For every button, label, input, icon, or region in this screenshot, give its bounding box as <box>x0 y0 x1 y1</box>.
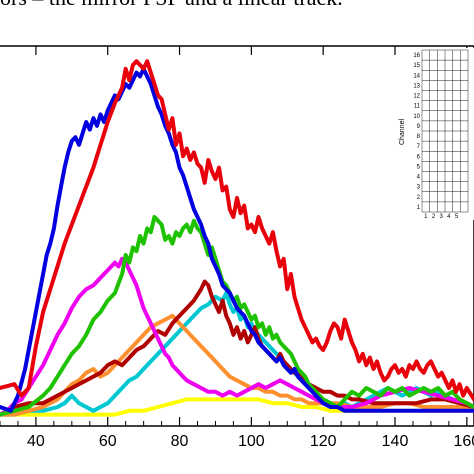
series-layer <box>0 59 474 417</box>
inset-y-tick-label: 1 <box>417 205 421 211</box>
x-tick-label: 100 <box>238 433 265 450</box>
x-tick-label: 160 <box>453 433 474 450</box>
inset-y-tick-label: 7 <box>417 144 421 150</box>
inset-y-tick-label: 8 <box>417 134 421 140</box>
x-tick-label: 40 <box>27 433 45 450</box>
inset-y-tick-label: 14 <box>413 73 420 79</box>
caption: ors – the mirror PSF and a linear track. <box>0 0 474 40</box>
plot-frame <box>0 45 474 427</box>
inset-y-tick-label: 2 <box>417 195 421 201</box>
inset-y-axis-label: Channel <box>399 119 406 146</box>
caption-text: ors – the mirror PSF and a linear track. <box>0 0 343 11</box>
x-tick-label: 120 <box>310 433 337 450</box>
series-line-5 <box>0 279 474 417</box>
x-axis: 40 60 80 100 120 140 160 <box>0 46 474 450</box>
series-line-1 <box>0 59 474 402</box>
inset-y-tick-label: 4 <box>417 175 421 181</box>
inset-x-tick-label: 2 <box>432 214 436 220</box>
inset-x-tick-label: 5 <box>455 214 459 220</box>
x-tick-label: 80 <box>171 433 189 450</box>
inset-x-tick-label: 1 <box>424 214 428 220</box>
inset-y-tick-label: 10 <box>413 114 420 120</box>
inset-y-tick-label: 9 <box>417 124 421 130</box>
x-tick-label: 60 <box>99 433 117 450</box>
inset-y-tick-label: 16 <box>413 53 420 59</box>
inset-background <box>412 48 474 220</box>
inset-y-tick-label: 15 <box>413 63 420 69</box>
inset-y-tick-label: 5 <box>417 164 421 170</box>
inset-y-tick-label: 13 <box>413 83 420 89</box>
series-line-2 <box>0 66 474 413</box>
inset-y-tick-label: 6 <box>417 154 421 160</box>
series-line-3 <box>0 215 474 417</box>
inset-y-tick-label: 3 <box>417 185 421 191</box>
x-tick-label: 140 <box>382 433 409 450</box>
inset-x-tick-label: 4 <box>447 214 451 220</box>
inset-y-tick-label: 12 <box>413 94 420 100</box>
inset-y-tick-label: 11 <box>414 104 421 110</box>
inset-x-tick-label: 3 <box>439 214 443 220</box>
